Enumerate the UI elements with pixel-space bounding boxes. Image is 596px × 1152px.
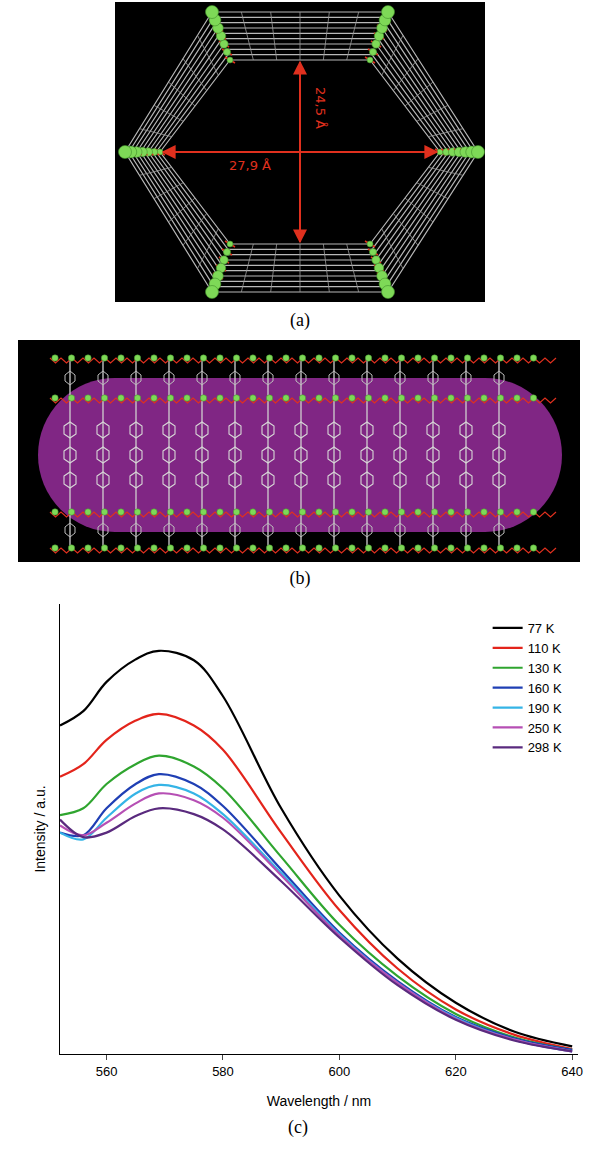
svg-text:Intensity / a.u.: Intensity / a.u. — [32, 785, 48, 872]
svg-text:160 K: 160 K — [528, 681, 562, 696]
svg-text:(a): (a) — [290, 310, 310, 331]
svg-text:640: 640 — [561, 1064, 583, 1079]
svg-text:600: 600 — [329, 1064, 351, 1079]
svg-text:77 K: 77 K — [528, 621, 555, 636]
svg-text:24,5 Å: 24,5 Å — [313, 87, 328, 129]
svg-text:110 K: 110 K — [528, 641, 561, 656]
html-text:(c): (c) — [288, 1117, 308, 1137]
svg-text:27,9 Å: 27,9 Å — [229, 158, 271, 173]
svg-text:298 K: 298 K — [528, 740, 562, 755]
svg-text:190 K: 190 K — [528, 701, 562, 716]
svg-text:Wavelength / nm: Wavelength / nm — [267, 1093, 372, 1109]
svg-text:130 K: 130 K — [528, 661, 562, 676]
svg-text:620: 620 — [445, 1064, 467, 1079]
svg-text:(b): (b) — [290, 568, 311, 589]
svg-text:250 K: 250 K — [528, 721, 562, 736]
svg-text:580: 580 — [212, 1064, 234, 1079]
svg-text:560: 560 — [96, 1064, 118, 1079]
